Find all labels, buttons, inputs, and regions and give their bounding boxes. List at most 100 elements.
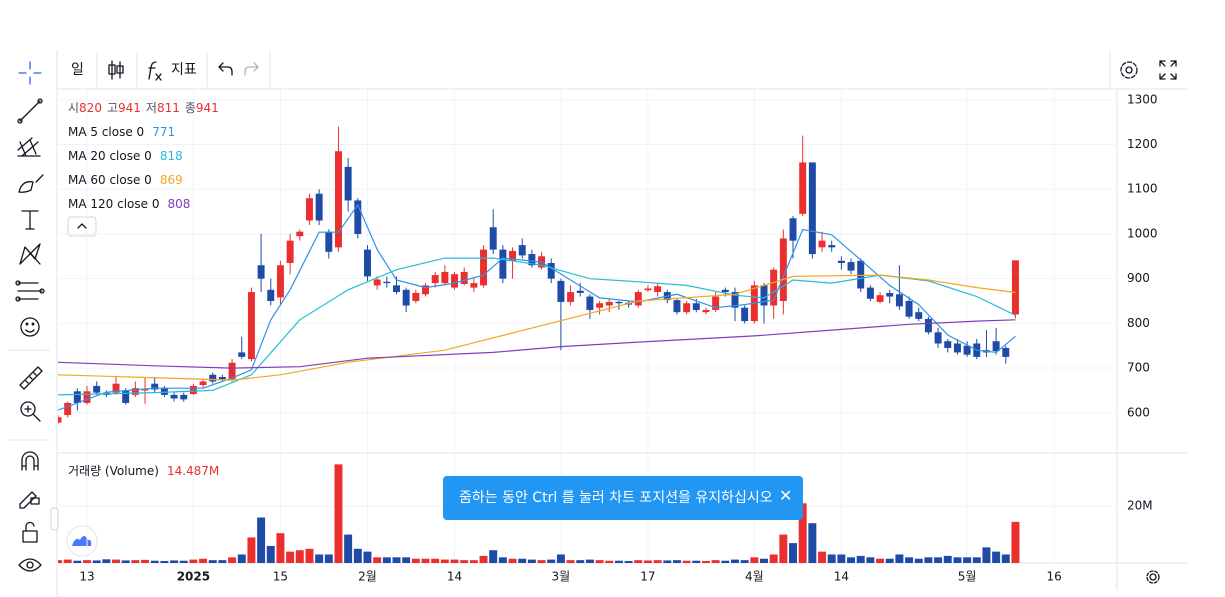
collapse-handle[interactable] (50, 507, 59, 531)
candle-body (247, 292, 255, 360)
candle-body (305, 198, 313, 221)
volume-bar (440, 559, 449, 563)
volume-bar (711, 560, 720, 563)
ohlc-label: 고 (106, 101, 118, 115)
volume-bar (92, 560, 101, 563)
candle-body (141, 389, 149, 391)
fib-tool[interactable] (17, 137, 41, 157)
volume-bar (963, 557, 972, 563)
candle-body (218, 377, 226, 380)
candle-body (576, 290, 584, 293)
lock-tool[interactable] (22, 521, 38, 543)
candle-body (325, 231, 333, 252)
crosshair-tool[interactable] (18, 61, 42, 85)
candle-body (267, 289, 275, 302)
candle-style-button[interactable] (108, 60, 124, 80)
candle-body (789, 218, 797, 241)
volume-bar (847, 557, 856, 563)
volume-bar (614, 560, 623, 563)
legend: 시820 고941 저811 종941 MA 5 close 0 771 MA 20 clo… (68, 96, 219, 216)
volume-bar (199, 558, 208, 563)
toast-message: 줌하는 동안 Ctrl 를 눌러 차트 포지션을 유지하십시오 (459, 490, 773, 506)
redo-button[interactable] (244, 62, 259, 76)
volume-bar (672, 560, 681, 563)
volume-bar (798, 503, 807, 563)
volume-bar (218, 560, 227, 563)
settings-button[interactable] (1120, 61, 1138, 79)
candle-body (605, 301, 613, 306)
candle-body (209, 374, 217, 382)
ohlc-value: 941 (118, 101, 141, 115)
volume-bar (779, 534, 788, 563)
interval-button[interactable]: 일 (71, 62, 84, 78)
candle-body (296, 231, 304, 237)
zoom-tool[interactable] (20, 401, 41, 422)
volume-bar (643, 560, 652, 563)
volume-bar (585, 559, 594, 563)
volume-bar (837, 554, 846, 563)
volume-name: 거래량 (Volume) (68, 464, 159, 478)
volume-bar (131, 560, 140, 563)
ma-legend: MA 5 close 0 771 (68, 120, 219, 144)
indicator-icon[interactable] (148, 61, 162, 81)
candle-body (58, 417, 62, 423)
volume-bar (895, 554, 904, 563)
ohlc-value: 820 (79, 101, 102, 115)
icon-tool[interactable] (20, 317, 40, 337)
logo (66, 525, 98, 557)
legend-collapse-button[interactable] (67, 216, 97, 237)
axes: 600 700 800 900 1000 1100 1200 1300 20M 13 2025 15 2… (79, 92, 1157, 583)
x-tick-label: 14 (834, 570, 849, 584)
x-tick-label: 2월 (358, 570, 377, 584)
candle-body (83, 391, 91, 403)
axis-settings-button[interactable] (1146, 570, 1160, 584)
candle-body (73, 391, 81, 403)
candle-body (721, 289, 729, 293)
volume-bar (827, 554, 836, 563)
volume-bar (740, 560, 749, 563)
undo-button[interactable] (218, 62, 233, 76)
indicators-button[interactable]: 지표 (171, 62, 197, 78)
candle-body (354, 200, 362, 234)
volume-bar (63, 559, 72, 563)
volume-bar (934, 557, 943, 563)
pattern-tool[interactable] (19, 243, 41, 265)
volume-bar (692, 560, 701, 563)
candle-body (944, 341, 952, 348)
ma-name: MA 120 close 0 (68, 197, 160, 211)
candle-body (170, 394, 178, 399)
text-tool[interactable] (21, 210, 39, 230)
volume-bar (566, 560, 575, 563)
magnet-tool[interactable] (21, 451, 39, 471)
volume-bar (315, 554, 324, 563)
volume-bar (634, 560, 643, 563)
candle-body (460, 271, 468, 285)
candle-body (238, 352, 246, 357)
y-tick-label: 1100 (1127, 182, 1158, 196)
visibility-tool[interactable] (18, 558, 42, 572)
candle-body (131, 388, 139, 395)
gann-tool[interactable] (15, 280, 45, 302)
x-tick-label: 2025 (177, 570, 210, 584)
trend-line-tool[interactable] (17, 98, 43, 124)
y-tick-label: 800 (1127, 316, 1150, 330)
candle-body (441, 271, 449, 284)
brush-tool[interactable] (18, 174, 44, 193)
ma-value: 808 (167, 197, 191, 211)
volume-bar (682, 560, 691, 563)
y-tick-label: 900 (1127, 271, 1150, 285)
toast-close[interactable]: ✕ (779, 486, 793, 505)
candle-body (518, 245, 526, 256)
ruler-tool[interactable] (19, 366, 43, 390)
ohlc-value: 811 (156, 101, 180, 115)
chevron-icon (77, 223, 87, 229)
candle-body (692, 303, 700, 310)
volume-bar (489, 550, 498, 563)
lock-drawing-tool[interactable] (19, 491, 40, 509)
candle-body (615, 301, 623, 304)
volume-bar (731, 559, 739, 563)
candle-body (489, 227, 497, 250)
fullscreen-button[interactable] (1159, 60, 1177, 80)
ma-legend: MA 20 close 0 818 (68, 144, 219, 168)
